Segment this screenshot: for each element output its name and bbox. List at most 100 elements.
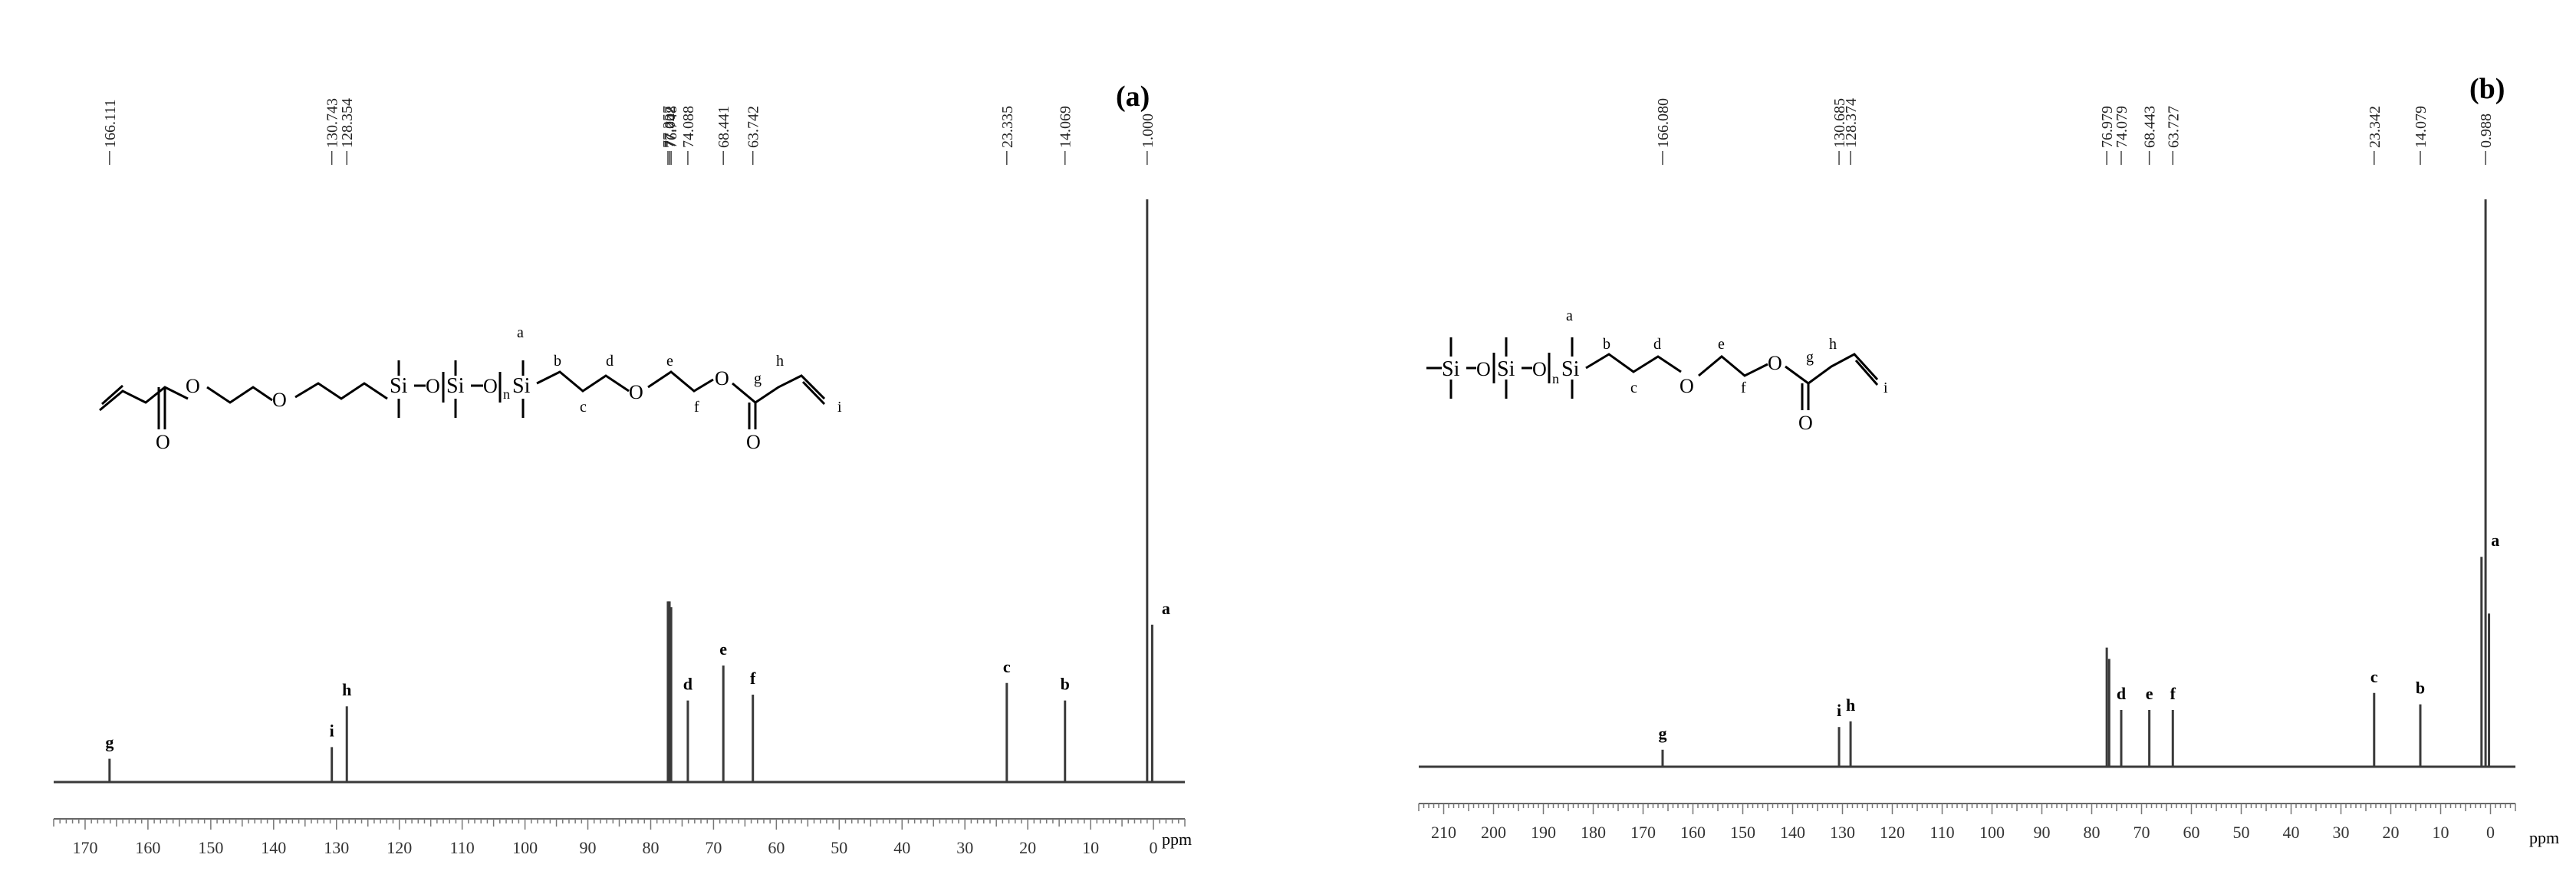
svg-text:O: O — [483, 375, 498, 397]
peak-label-h: h — [342, 680, 351, 699]
x-tick-label: 110 — [450, 838, 475, 857]
panel-label-a: (a) — [1116, 81, 1150, 113]
x-unit-label-b: ppm — [2529, 828, 2559, 847]
struct-b-letter-g: g — [1806, 349, 1814, 366]
peak-label-a: a — [2491, 531, 2499, 550]
svg-text:O: O — [186, 375, 200, 397]
x-tick-label: 110 — [1930, 823, 1954, 842]
peak-label-g: g — [1658, 724, 1666, 743]
x-tick-label: 120 — [387, 838, 412, 857]
svg-text:Si: Si — [1442, 357, 1460, 381]
svg-text:O: O — [156, 431, 170, 453]
svg-text:O: O — [746, 431, 761, 453]
x-tick-label: 70 — [2134, 823, 2150, 842]
struct-letter-f: f — [694, 399, 699, 416]
x-tick-label: 160 — [1680, 823, 1706, 842]
peak-list-value: 77.002 — [662, 106, 679, 148]
struct-b-letter-a: a — [1566, 307, 1573, 324]
peak-list-value: 130.685 — [1831, 98, 1848, 148]
x-tick-label: 20 — [1019, 838, 1036, 857]
peak-list-value: 0.988 — [2478, 113, 2495, 148]
struct-letter-i: i — [837, 399, 842, 416]
x-tick-label: 150 — [198, 838, 223, 857]
peak-list-value: 63.742 — [745, 106, 762, 148]
svg-text:O: O — [715, 367, 729, 389]
peak-label-c: c — [2370, 667, 2378, 686]
struct-letter-d: d — [606, 353, 614, 370]
peak-label-b: b — [1061, 675, 1070, 694]
peak-list-value: 128.374 — [1843, 98, 1860, 148]
struct-b-letter-h: h — [1829, 336, 1837, 353]
x-tick-label: 150 — [1730, 823, 1755, 842]
struct-letter-b: b — [554, 353, 561, 370]
x-tick-label: 130 — [324, 838, 349, 857]
x-tick-label: 30 — [2333, 823, 2350, 842]
struct-letter-a: a — [517, 324, 524, 341]
peak-list-value: 68.441 — [716, 106, 732, 148]
panel-label-b: (b) — [2469, 73, 2505, 105]
n-subscript-a: n — [503, 386, 510, 402]
svg-text:O: O — [1532, 358, 1547, 380]
svg-text:Si: Si — [390, 374, 408, 398]
nmr-chart-b: Si O Si O n Si O O O a b — [1418, 73, 2559, 847]
peak-list-value: 74.079 — [2114, 106, 2130, 148]
peak-label-f: f — [750, 669, 756, 688]
struct-b-letter-b: b — [1603, 336, 1610, 353]
x-tick-label: 120 — [1880, 823, 1905, 842]
struct-b-letter-c: c — [1630, 380, 1637, 396]
x-tick-label: 10 — [2433, 823, 2449, 842]
peak-list-value: 74.088 — [680, 106, 697, 148]
struct-b-letter-f: f — [1741, 380, 1746, 396]
x-tick-label: 210 — [1431, 823, 1456, 842]
peak-label-b: b — [2416, 679, 2425, 698]
peak-list-value: 63.727 — [2165, 106, 2182, 148]
x-tick-label: 180 — [1581, 823, 1606, 842]
peak-label-i: i — [330, 721, 334, 740]
x-tick-label: 170 — [1630, 823, 1656, 842]
peak-label-c: c — [1003, 657, 1011, 676]
x-tick-label: 50 — [2233, 823, 2250, 842]
x-tick-label: 140 — [1780, 823, 1805, 842]
peak-label-g: g — [105, 733, 114, 752]
svg-text:O: O — [629, 381, 643, 403]
peak-list-value: 14.079 — [2413, 106, 2430, 148]
peak-label-d: d — [2117, 684, 2126, 703]
peak-list-value: 76.979 — [2099, 106, 2116, 148]
peak-list-value: 76.748 — [663, 106, 680, 148]
x-tick-label: 90 — [2034, 823, 2051, 842]
svg-text:O: O — [1679, 375, 1694, 397]
peak-list-value: 128.354 — [339, 98, 356, 148]
x-tick-label: 40 — [2283, 823, 2300, 842]
struct-b-letter-d: d — [1653, 336, 1661, 353]
svg-text:Si: Si — [512, 374, 531, 398]
molecule-structure-b: Si O Si O n Si O O O a b — [1426, 307, 1888, 434]
svg-text:O: O — [426, 375, 440, 397]
struct-letter-e: e — [666, 353, 673, 370]
peak-list-value: 23.335 — [999, 106, 1016, 148]
struct-letter-h: h — [776, 353, 784, 370]
peak-list-value: 77.257 — [660, 106, 677, 148]
x-tick-label: 60 — [2183, 823, 2200, 842]
x-tick-label: 160 — [135, 838, 160, 857]
struct-b-letter-e: e — [1718, 336, 1725, 353]
n-subscript-b: n — [1552, 371, 1559, 386]
x-tick-label: 0 — [2486, 823, 2495, 842]
x-tick-label: 190 — [1531, 823, 1556, 842]
peak-list-value: 14.069 — [1058, 106, 1074, 148]
x-tick-label: 30 — [956, 838, 973, 857]
peak-label-d: d — [683, 675, 693, 694]
spectrum-panel-a: O O O Si O Si O n Si O O — [0, 0, 1212, 894]
struct-b-letter-i: i — [1883, 380, 1888, 396]
peak-list-value: 130.743 — [324, 98, 341, 148]
x-unit-label-a: ppm — [1162, 830, 1192, 849]
svg-text:Si: Si — [1561, 357, 1580, 381]
svg-text:O: O — [1798, 412, 1813, 434]
x-tick-label: 50 — [831, 838, 847, 857]
svg-text:Si: Si — [1497, 357, 1515, 381]
peak-list-value: 166.080 — [1655, 98, 1672, 148]
peak-label-a: a — [1162, 599, 1170, 618]
x-tick-label: 20 — [2383, 823, 2400, 842]
x-tick-label: 100 — [512, 838, 538, 857]
x-tick-label: 80 — [2084, 823, 2101, 842]
x-tick-label: 90 — [580, 838, 597, 857]
